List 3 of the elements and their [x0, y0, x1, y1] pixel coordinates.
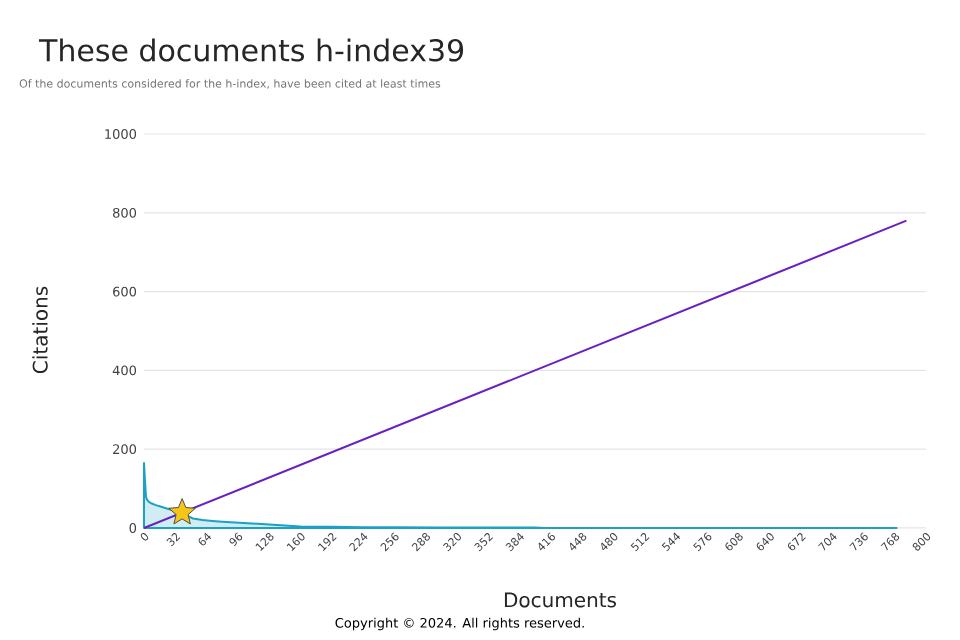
y-axis-title: Citations	[32, 286, 48, 374]
x-axis-title: Documents	[504, 592, 617, 608]
chart-title: These documents h-index39	[38, 38, 464, 62]
